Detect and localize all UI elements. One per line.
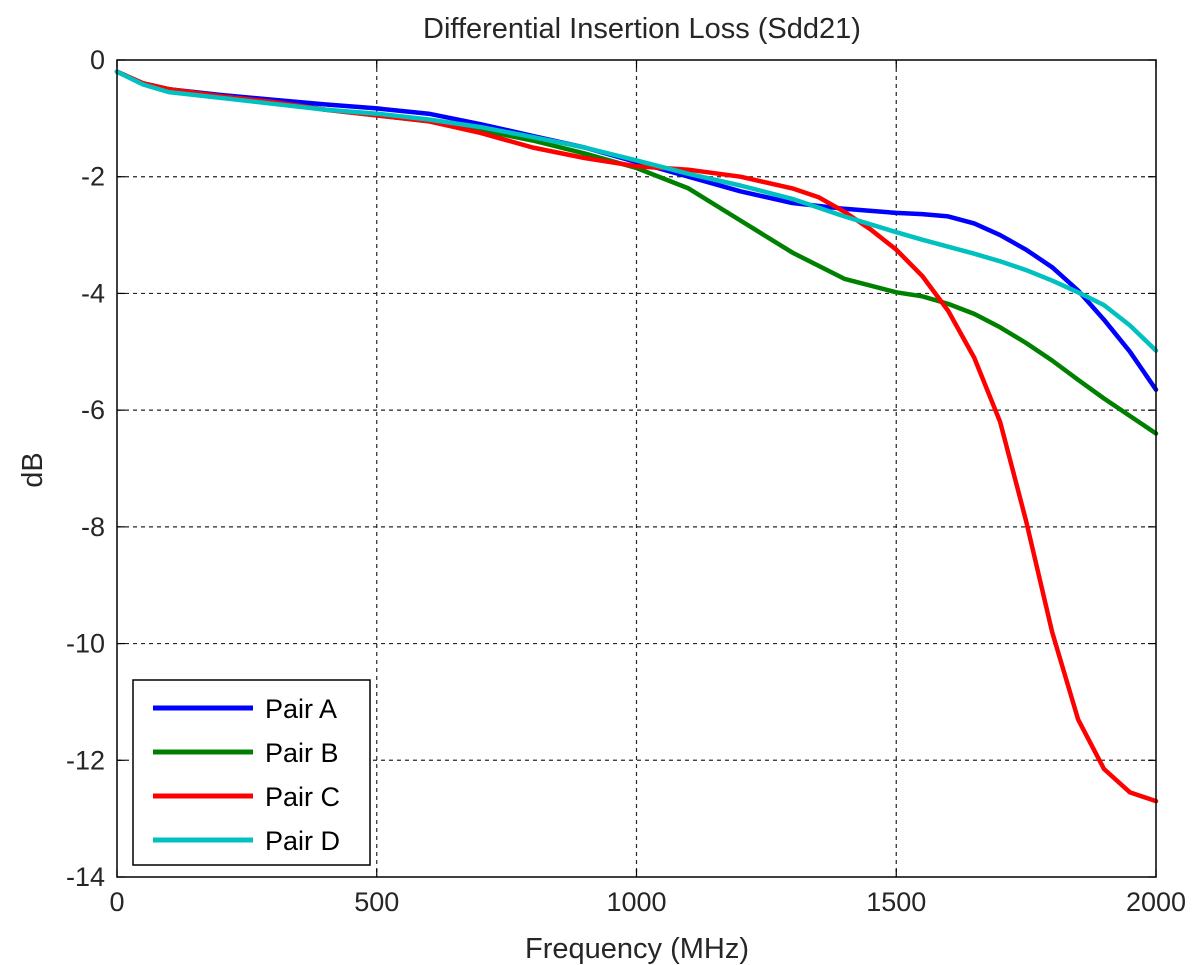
legend: Pair A Pair B Pair C Pair D xyxy=(132,679,371,866)
y-tick-label: -4 xyxy=(81,278,105,308)
y-tick-label: -2 xyxy=(81,162,105,192)
y-axis-label: dB xyxy=(17,452,49,487)
x-tick-label: 0 xyxy=(109,887,124,917)
legend-label: Pair A xyxy=(265,694,337,724)
y-tick-label: -6 xyxy=(81,395,105,425)
tick-layer: 0 500 1000 1500 2000 0 -2 -4 -6 -8 -10 -12 -14 xyxy=(66,45,1186,917)
y-tick-label: -10 xyxy=(66,629,105,659)
grid-layer xyxy=(117,60,1156,877)
series-line-pair-d xyxy=(114,69,1159,353)
legend-label: Pair C xyxy=(265,782,340,812)
legend-box xyxy=(132,679,371,866)
x-tick-label: 1500 xyxy=(866,887,926,917)
y-tick-label: -8 xyxy=(81,512,105,542)
chart-title: Differential Insertion Loss (Sdd21) xyxy=(423,13,861,45)
x-axis-label: Frequency (MHz) xyxy=(525,933,749,965)
y-tick-label: -12 xyxy=(66,745,105,775)
legend-label: Pair D xyxy=(265,826,340,856)
y-tick-label: -14 xyxy=(66,862,105,892)
legend-label: Pair B xyxy=(265,738,339,768)
x-tick-label: 1000 xyxy=(606,887,666,917)
x-tick-label: 500 xyxy=(354,887,399,917)
x-tick-label: 2000 xyxy=(1126,887,1186,917)
series-line-pair-a xyxy=(114,69,1159,392)
series-layer xyxy=(114,69,1159,804)
y-tick-label: 0 xyxy=(90,45,105,75)
